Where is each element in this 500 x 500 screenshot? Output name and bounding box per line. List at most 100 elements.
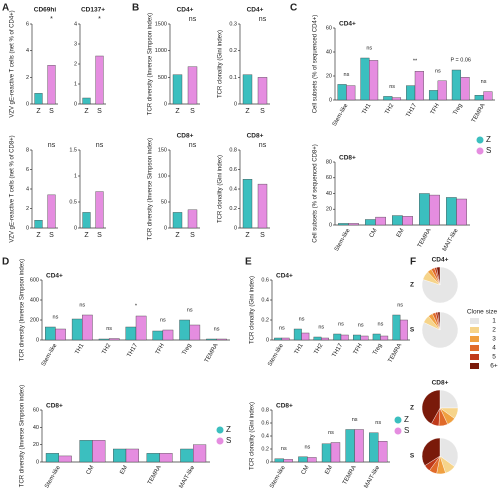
pie-slice (421, 437, 441, 466)
y-tick-label: 0.2 (261, 317, 269, 323)
significance-label: ns (397, 302, 403, 308)
x-tick-label: Z (84, 232, 89, 239)
bar (189, 324, 201, 341)
x-tick-label: S (49, 232, 54, 239)
bar (283, 459, 293, 463)
bar (378, 441, 388, 463)
x-tick-label: TEMRA (417, 228, 433, 249)
x-tick-label: Z (245, 232, 250, 239)
x-tick-label: CM (301, 465, 311, 476)
x-tick-label: CM (86, 465, 96, 476)
y-tick-label: 0.2 (261, 446, 269, 452)
bar (474, 94, 484, 101)
y-axis-label: TCR clonality (Gini index) (250, 276, 256, 344)
x-tick-label: TH1 (75, 342, 86, 355)
y-tick-label: 40 (33, 425, 39, 431)
bar (345, 429, 355, 463)
x-tick-label: TEMRA (471, 103, 487, 124)
bar (95, 55, 104, 105)
bar (313, 336, 322, 341)
bar (483, 91, 493, 101)
significance-label: ns (79, 302, 85, 308)
y-axis-label: TCR clonality (Gini index) (218, 30, 224, 98)
y-tick-label: 0.2 (229, 48, 237, 54)
bar (372, 333, 381, 341)
bar (257, 77, 268, 105)
significance-label: ns (389, 84, 395, 90)
significance-label: ns (160, 317, 166, 323)
bar (399, 319, 408, 341)
y-axis-label: VZV gE-reactive T cells (net % of CD4+) (10, 10, 16, 117)
x-tick-label: TH1 (362, 102, 373, 115)
pie-slice (436, 266, 441, 286)
x-tick-label: Stem-like (269, 464, 287, 489)
y-tick-label: 4 (26, 186, 29, 192)
y-tick-label: 1000 (155, 48, 167, 54)
y-tick-label: 2 (26, 75, 29, 81)
chart-title: CD137+ (81, 7, 105, 14)
bar (187, 66, 198, 105)
y-tick-label: 8 (26, 147, 29, 153)
pie-slice (437, 311, 441, 331)
y-tick-label: 0 (266, 337, 269, 343)
bar (45, 453, 60, 463)
x-tick-label: Stem-like (334, 227, 352, 252)
chart-title: CD8+ (177, 133, 194, 140)
bar (206, 338, 217, 341)
bar (333, 333, 342, 341)
y-tick-label: 0 (26, 101, 29, 107)
y-tick-label: 1500 (155, 21, 167, 27)
y-axis-label: TCR diversity (Inverse Simpson index) (20, 259, 26, 361)
bar (187, 209, 198, 229)
legend-swatch (470, 363, 479, 369)
y-tick-label: 60 (326, 175, 332, 181)
bar (159, 453, 173, 463)
significance-label: ns (48, 142, 56, 149)
bar (216, 338, 227, 341)
significance-label: ns (106, 326, 112, 332)
bar (281, 337, 290, 341)
y-tick-label: 0.6 (229, 167, 237, 173)
significance-label: ns (344, 72, 350, 78)
y-tick-label: 2 (26, 206, 29, 212)
x-tick-label: Treg (453, 103, 464, 117)
y-tick-label: 6 (26, 167, 29, 173)
legend-label: 1 (492, 318, 496, 325)
bar (95, 191, 104, 229)
x-tick-label: EM (324, 465, 334, 476)
significance-label: ** (413, 59, 418, 65)
y-tick-label: 100 (158, 173, 167, 179)
x-tick-label: Z (175, 232, 180, 239)
x-tick-label: EM (119, 465, 129, 476)
bar (354, 429, 364, 463)
chart-title: CD8+ (339, 155, 356, 162)
legend-label: 2 (492, 327, 496, 334)
y-axis-label: VZV gE-reactive T cells (net % of CD8+) (10, 135, 16, 242)
y-tick-label: 500 (158, 75, 167, 81)
bar (348, 223, 359, 226)
y-tick-label: 0.8 (261, 407, 269, 413)
legend-label: S (226, 436, 231, 445)
legend-swatch (470, 336, 479, 342)
bar (301, 332, 310, 341)
bar (460, 76, 470, 101)
y-tick-label: 0 (234, 225, 237, 231)
y-tick-label: 0 (329, 222, 332, 228)
x-tick-label: MAIT-like (179, 464, 197, 489)
bar (82, 314, 93, 341)
x-tick-label: Z (245, 108, 250, 115)
y-tick-label: 0.5 (69, 199, 77, 205)
bar (274, 337, 283, 341)
pie-label: S (410, 327, 415, 334)
legend-label: 3 (492, 336, 496, 343)
significance-label: ns (214, 326, 220, 332)
legend-label: Z (226, 425, 231, 434)
legend-swatch (476, 136, 484, 144)
bar (391, 97, 402, 101)
x-tick-label: Stem-like (41, 342, 59, 367)
x-tick-label: TH2 (314, 342, 325, 355)
bar (451, 69, 461, 101)
chart-title: CD8+ (276, 403, 293, 410)
chart-title: CD4+ (177, 7, 194, 14)
legend-label: Z (486, 135, 491, 144)
